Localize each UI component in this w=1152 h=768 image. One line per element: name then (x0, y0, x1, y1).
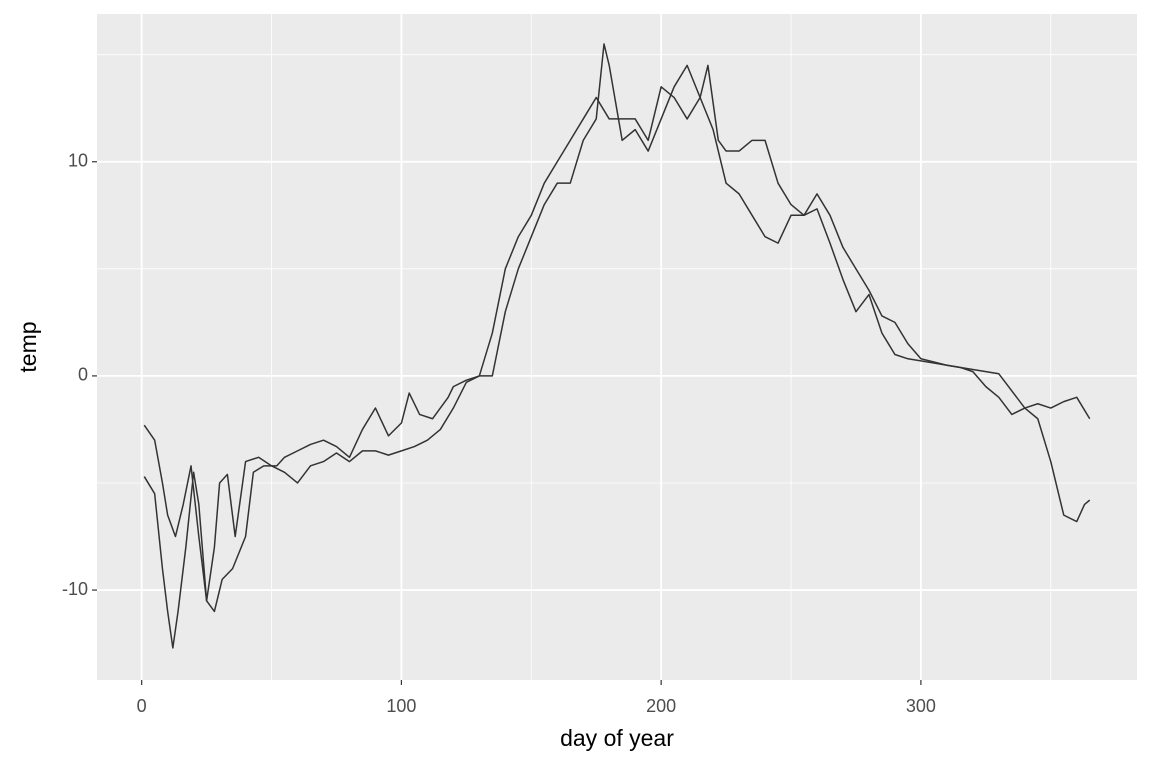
series-line (143, 43, 1091, 649)
series-line (143, 64, 1091, 613)
plot-panel (97, 14, 1137, 680)
x-tick-label: 100 (386, 696, 416, 716)
x-tick-label: 0 (137, 696, 147, 716)
x-axis-title: day of year (560, 725, 674, 751)
y-tick-label: 10 (68, 151, 88, 171)
y-axis-title: temp (15, 321, 41, 372)
y-tick-label: 0 (78, 365, 88, 385)
y-tick-label: -10 (62, 579, 88, 599)
x-tick-label: 300 (906, 696, 936, 716)
x-tick-label: 200 (646, 696, 676, 716)
